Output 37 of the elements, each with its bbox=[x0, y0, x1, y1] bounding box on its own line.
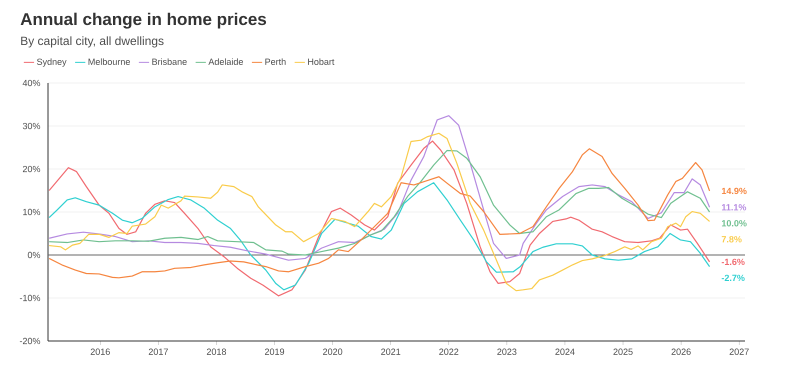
x-tick-label: 2023 bbox=[497, 348, 516, 355]
y-tick-label: 0% bbox=[28, 252, 40, 258]
line-series bbox=[48, 148, 710, 278]
chart-subtitle: By capital city, all dwellings bbox=[21, 36, 164, 48]
x-tick-label: 2016 bbox=[90, 348, 110, 355]
legend-label: Perth bbox=[265, 58, 286, 65]
y-tick-label: 20% bbox=[22, 166, 40, 172]
data-label: 7.8% bbox=[722, 236, 742, 242]
data-label: -2.7% bbox=[722, 274, 745, 282]
x-tick-label: 2022 bbox=[439, 348, 458, 355]
x-tick-label: 2020 bbox=[323, 348, 342, 355]
x-tick-label: 2026 bbox=[672, 348, 691, 355]
x-tick-label: 2027 bbox=[730, 348, 749, 355]
y-tick-label: 10% bbox=[23, 208, 40, 216]
x-tick-label: 2021 bbox=[381, 348, 400, 355]
line-series bbox=[48, 150, 710, 256]
y-tick-label: -10% bbox=[20, 294, 40, 302]
legend-label: Sydney bbox=[36, 58, 67, 67]
x-tick-label: 2018 bbox=[206, 348, 226, 355]
line-series bbox=[48, 182, 710, 290]
x-tick-label: 2017 bbox=[148, 348, 168, 355]
legend-label: Melbourne bbox=[88, 58, 130, 65]
x-tick-label: 2024 bbox=[555, 348, 575, 355]
y-tick-label: 40% bbox=[22, 80, 40, 86]
data-label: 10.0% bbox=[722, 220, 747, 226]
legend-label: Adelaide bbox=[208, 58, 243, 65]
y-tick-label: -20% bbox=[20, 338, 40, 344]
line-series bbox=[48, 115, 710, 261]
legend-label: Hobart bbox=[308, 58, 334, 65]
chart-title: Annual change in home prices bbox=[20, 12, 266, 29]
x-tick-label: 2025 bbox=[613, 348, 633, 355]
y-tick-label: 30% bbox=[22, 122, 40, 130]
data-label: -1.6% bbox=[722, 258, 745, 266]
x-tick-label: 2019 bbox=[264, 348, 284, 355]
legend-label: Brisbane bbox=[152, 58, 187, 65]
data-label: 14.9% bbox=[722, 188, 747, 194]
data-label: 11.1% bbox=[722, 204, 746, 210]
